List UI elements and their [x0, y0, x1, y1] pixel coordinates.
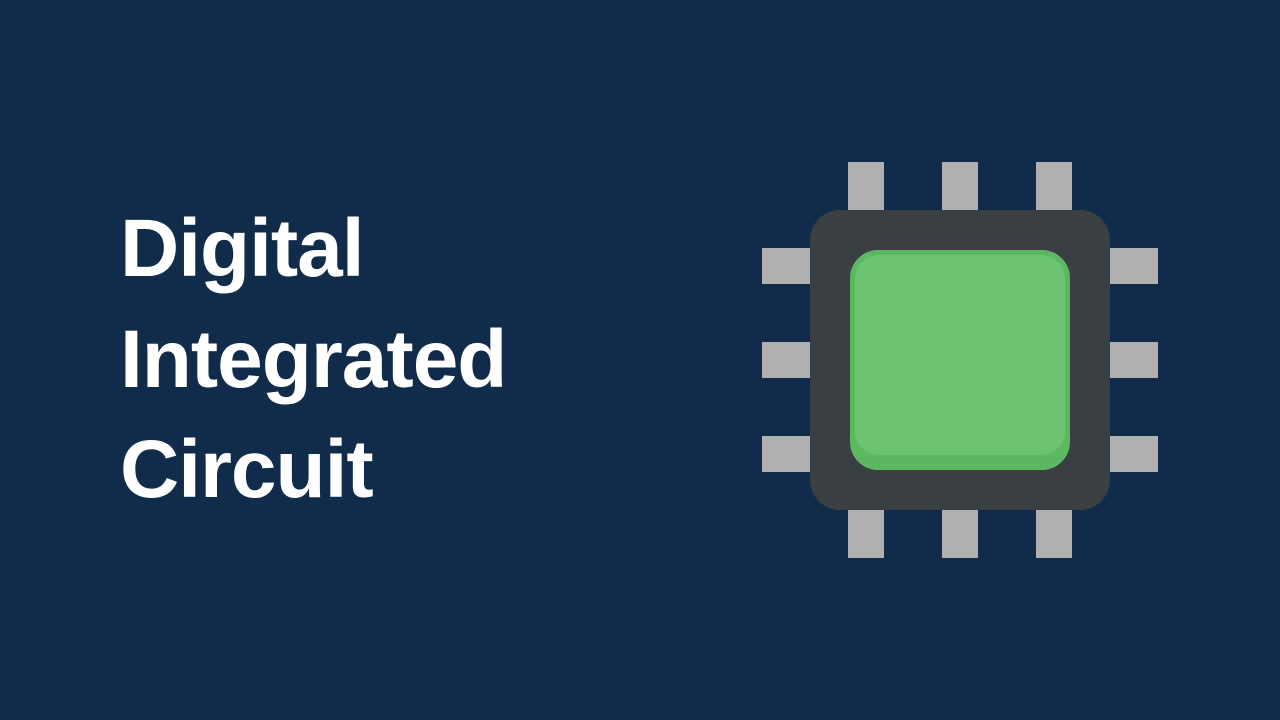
chip-pin [1110, 436, 1158, 472]
chip-core-highlight [855, 255, 1065, 455]
chip-pin [762, 436, 810, 472]
chip-pin [848, 162, 884, 210]
chip-icon [760, 160, 1160, 560]
chip-pin [848, 510, 884, 558]
chip-pin [762, 248, 810, 284]
chip-pin [1036, 510, 1072, 558]
page-title: Digital Integrated Circuit [120, 194, 506, 526]
title-line-3: Circuit [120, 415, 506, 526]
chip-pin [942, 510, 978, 558]
title-line-2: Integrated [120, 305, 506, 416]
chip-pin [762, 342, 810, 378]
chip-pin [1036, 162, 1072, 210]
chip-pin [942, 162, 978, 210]
chip-pin [1110, 248, 1158, 284]
title-line-1: Digital [120, 194, 506, 305]
chip-pin [1110, 342, 1158, 378]
